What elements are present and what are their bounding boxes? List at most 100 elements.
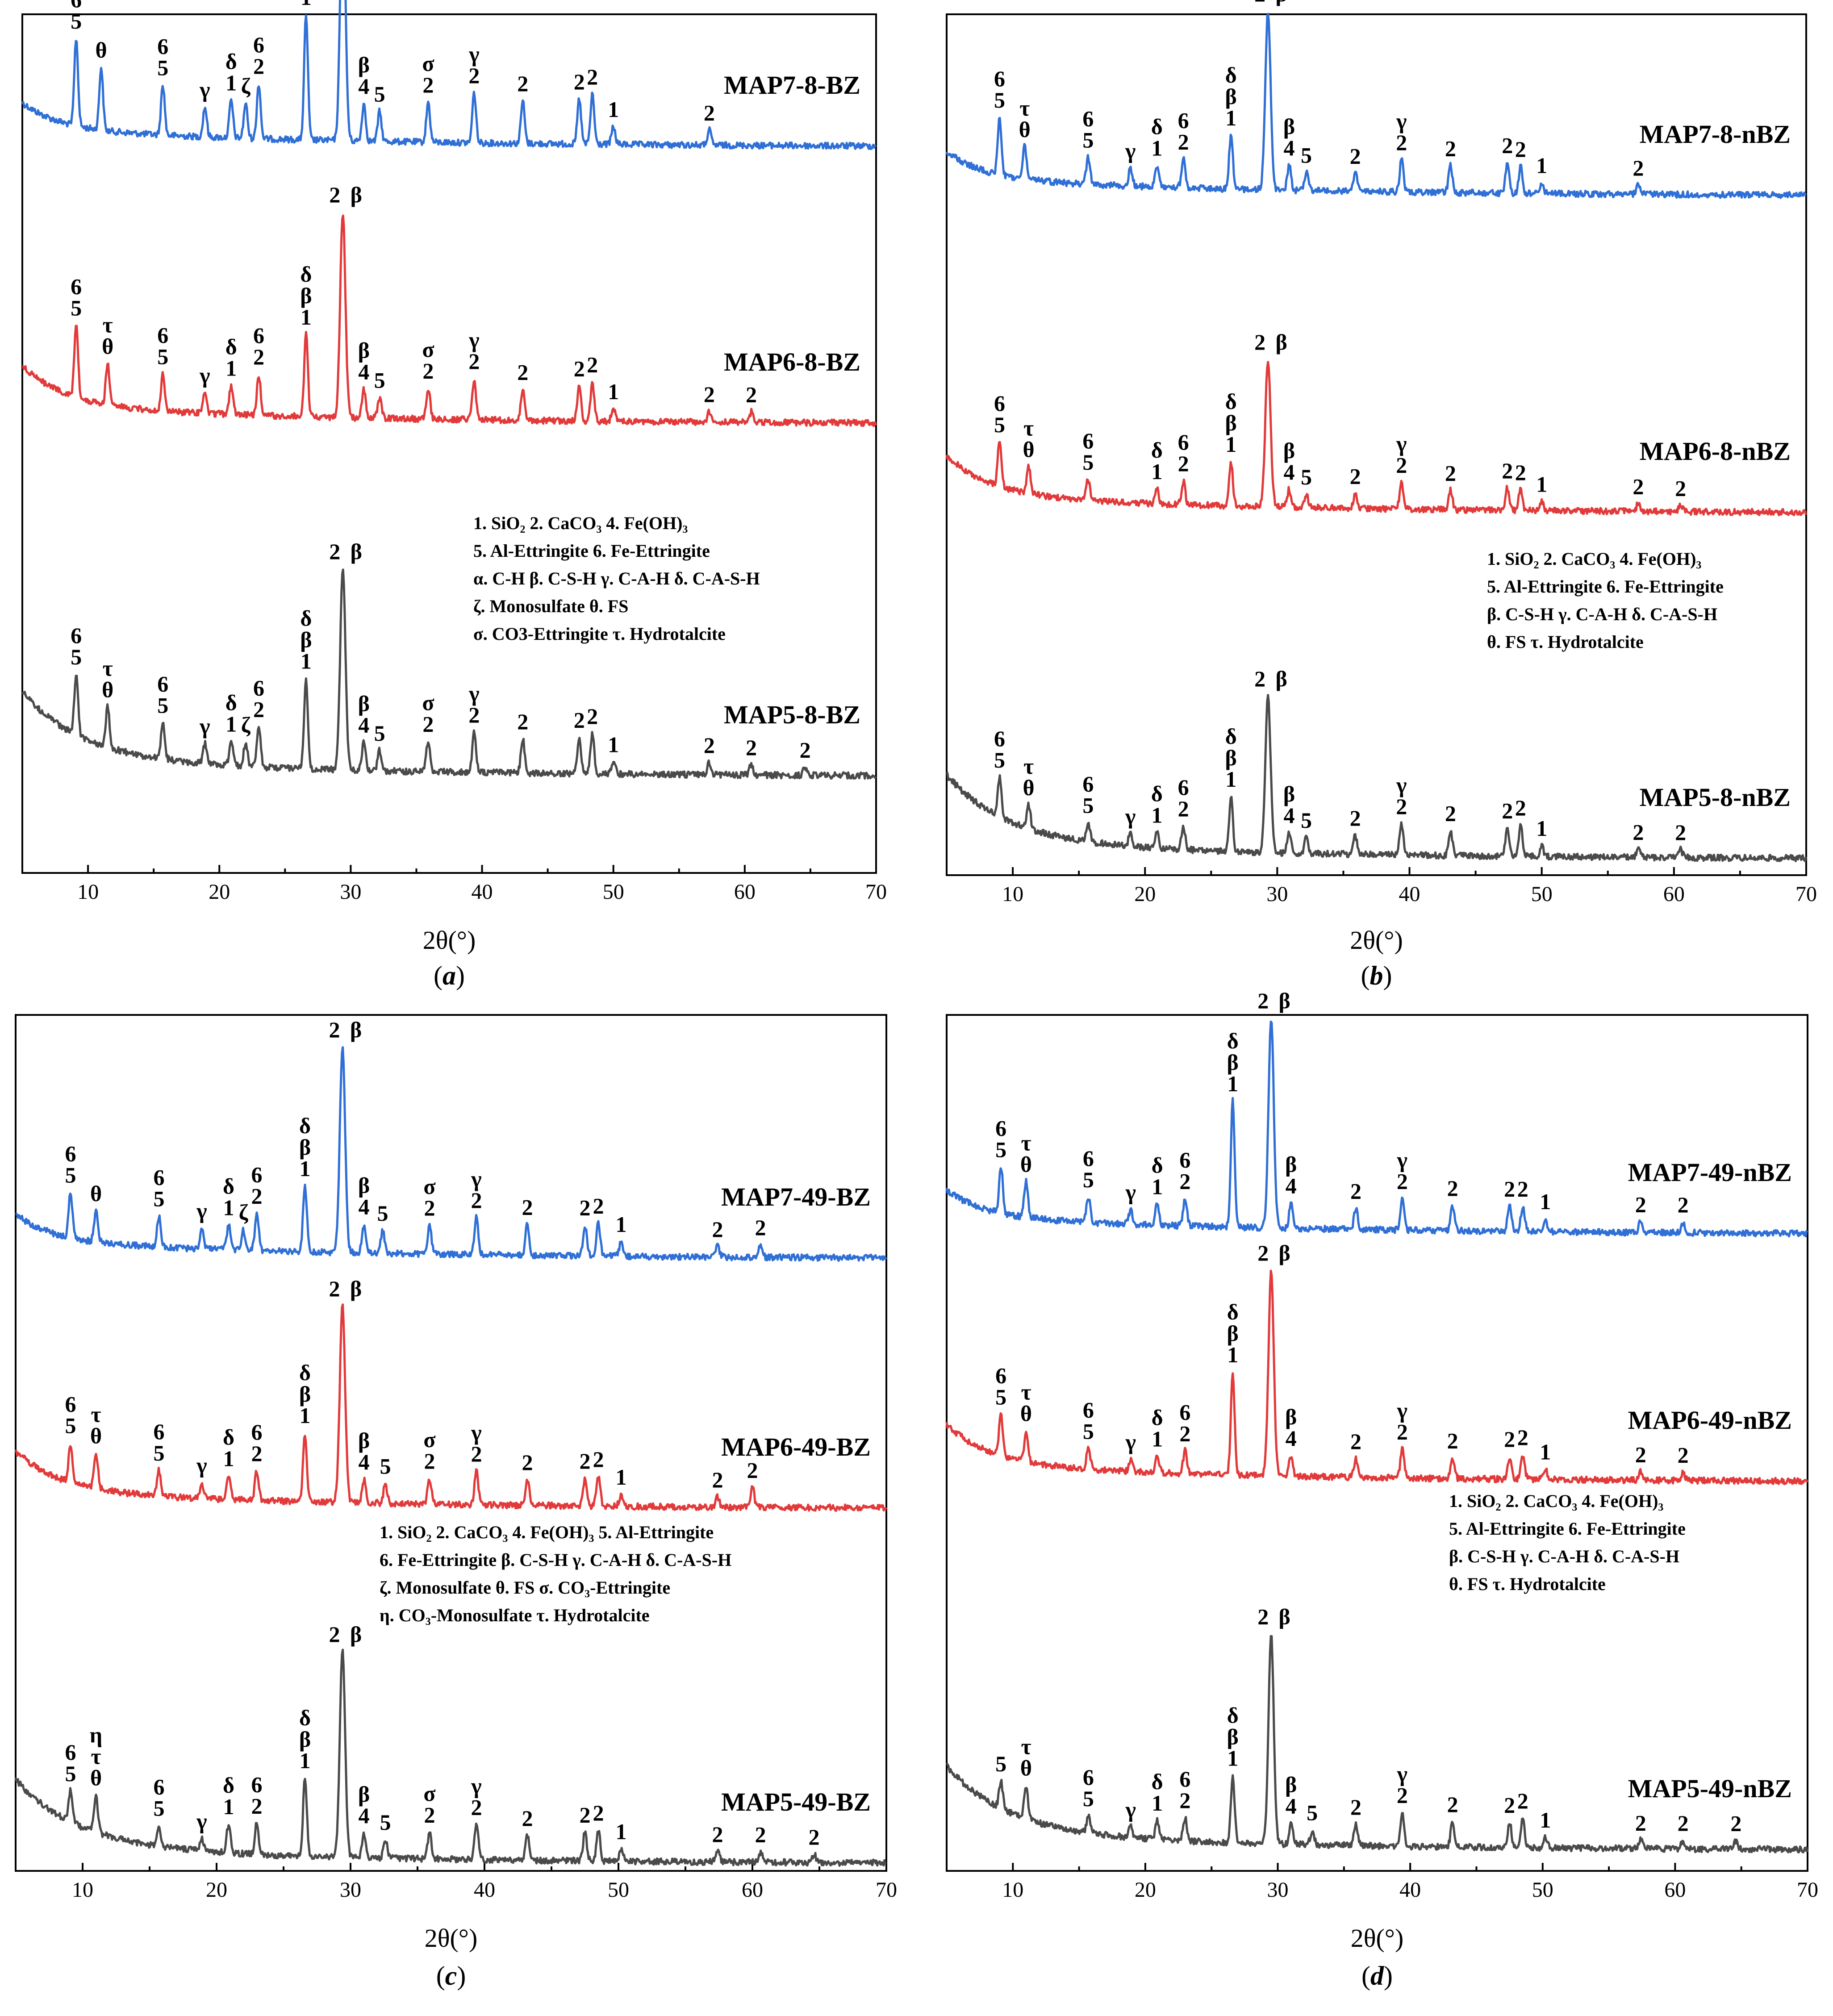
peak-label: β	[299, 1727, 311, 1752]
peak-label: 2	[1633, 155, 1644, 180]
peak-label: β	[300, 283, 312, 308]
peak-label: 4	[359, 1194, 370, 1219]
peak-label: 2	[253, 697, 264, 722]
peak-label: 2	[1517, 1425, 1528, 1450]
peak-label: 2	[1504, 1427, 1515, 1452]
peak-label: 2	[1396, 452, 1407, 477]
peak-label: 6	[157, 322, 168, 347]
legend-line: α. C-H β. C-S-H γ. C-A-H δ. C-A-S-H	[473, 568, 760, 589]
legend-line: ζ. Monosulfate θ. FS	[473, 596, 628, 616]
peak-label: γ	[1397, 1761, 1407, 1786]
peak-label: 2	[1502, 458, 1513, 483]
peak-label: 4	[359, 1803, 370, 1828]
peak-label: 4	[1284, 803, 1295, 828]
peak-label: 2	[468, 702, 480, 727]
peak-label: 5	[1082, 450, 1094, 475]
peak-label: 2	[800, 737, 811, 762]
peak-label: 1	[608, 97, 619, 122]
xrd-curve-MAP7-49-BZ	[15, 1046, 887, 1262]
xrd-curve-MAP7-8-nBZ	[945, 13, 1807, 199]
peak-label: 5	[71, 8, 82, 33]
peak-label: τ	[91, 1402, 101, 1427]
peak-label: 1	[1536, 472, 1547, 497]
peak-label: 1	[616, 1465, 627, 1490]
peak-label: 2	[746, 735, 757, 760]
peak-label: 6	[154, 1774, 165, 1799]
x-tick-label: 10	[72, 1878, 93, 1902]
peak-label: 5	[154, 1796, 165, 1821]
x-axis-title: 2θ(°)	[423, 926, 476, 955]
peak-label: 2	[712, 1217, 723, 1242]
peak-label: 2	[704, 382, 715, 407]
peak-label: δ	[1152, 1153, 1163, 1178]
peak-label: 2	[587, 352, 598, 377]
peak-label: 1	[1152, 1791, 1163, 1816]
plot-frame	[946, 1014, 1808, 1872]
peak-label: θ	[102, 334, 113, 359]
peak-label: ζ	[241, 73, 251, 98]
peak-label: 6	[65, 1141, 76, 1166]
peak-label: 2	[755, 1822, 766, 1847]
peak-label: 5	[994, 412, 1005, 437]
legend-line: θ. FS τ. Hydrotalcite	[1449, 1574, 1606, 1594]
peak-label: 2	[1635, 1442, 1646, 1467]
peak-label: β	[350, 1276, 362, 1301]
peak-label: 5	[154, 1440, 165, 1465]
x-tick-label: 10	[1002, 882, 1023, 906]
peak-label: θ	[1023, 775, 1035, 800]
peak-label: δ	[299, 1113, 311, 1138]
peak-label: γ	[1397, 1147, 1407, 1172]
x-tick-label: 60	[742, 1878, 763, 1902]
x-tick-label: 20	[209, 880, 230, 904]
peak-label: 2	[1178, 129, 1189, 154]
peak-label: 2	[587, 704, 598, 729]
peak-label: 2	[1396, 130, 1407, 155]
peak-label: γ	[199, 714, 210, 739]
peak-label: 2	[1517, 1177, 1528, 1202]
peak-label: 1	[608, 732, 619, 757]
peak-label: τ	[1021, 1734, 1031, 1759]
legend-line: β. C-S-H γ. C-A-H δ. C-A-S-H	[1487, 604, 1717, 624]
peak-label: 2	[1397, 1169, 1408, 1194]
x-tick-label: 30	[1266, 882, 1288, 906]
series-label: MAP7-8-BZ	[724, 71, 860, 100]
peak-label: γ	[199, 77, 210, 102]
x-tick-label: 10	[1002, 1878, 1023, 1902]
peak-label: τ	[1023, 754, 1034, 779]
peak-label: 1	[616, 1819, 627, 1844]
peak-label: 6	[251, 1419, 263, 1444]
peak-label: 2	[1678, 1811, 1689, 1836]
peak-label: 5	[380, 1810, 391, 1835]
x-tick-label: 50	[1531, 882, 1553, 906]
peak-label: β	[1225, 84, 1237, 109]
peak-label: 1	[300, 1156, 311, 1181]
peak-label: 1	[616, 1212, 627, 1237]
peak-label: 4	[1286, 1426, 1297, 1451]
peak-label: 2	[1633, 474, 1644, 499]
peak-label: σ	[423, 1427, 435, 1452]
peak-label: 2	[517, 71, 528, 96]
legend-line: β. C-S-H γ. C-A-H δ. C-A-S-H	[1449, 1546, 1679, 1566]
peak-label: β	[1283, 438, 1295, 463]
peak-label: β	[1283, 781, 1295, 806]
peak-label: β	[1279, 1240, 1290, 1265]
peak-label: 1	[225, 356, 237, 381]
peak-label: 5	[995, 1385, 1006, 1410]
peak-label: γ	[468, 681, 479, 706]
peak-label: 2	[580, 1802, 591, 1827]
peak-label: 2	[424, 1802, 435, 1827]
peak-label: δ	[1227, 1028, 1239, 1053]
peak-label: β	[1279, 988, 1290, 1013]
peak-label: 2	[712, 1822, 723, 1847]
peak-label: 2	[1504, 1792, 1515, 1817]
peak-label: 2	[593, 1193, 604, 1218]
peak-label: 5	[157, 344, 168, 369]
peak-label: 2	[580, 1448, 591, 1473]
peak-label: 5	[157, 55, 168, 80]
peak-label: θ	[1020, 1152, 1032, 1177]
peak-label: 2	[712, 1467, 723, 1492]
panel-letter: (d)	[1361, 1961, 1393, 1991]
peak-label: 2	[424, 1448, 435, 1473]
peak-label: 2	[1178, 796, 1189, 821]
